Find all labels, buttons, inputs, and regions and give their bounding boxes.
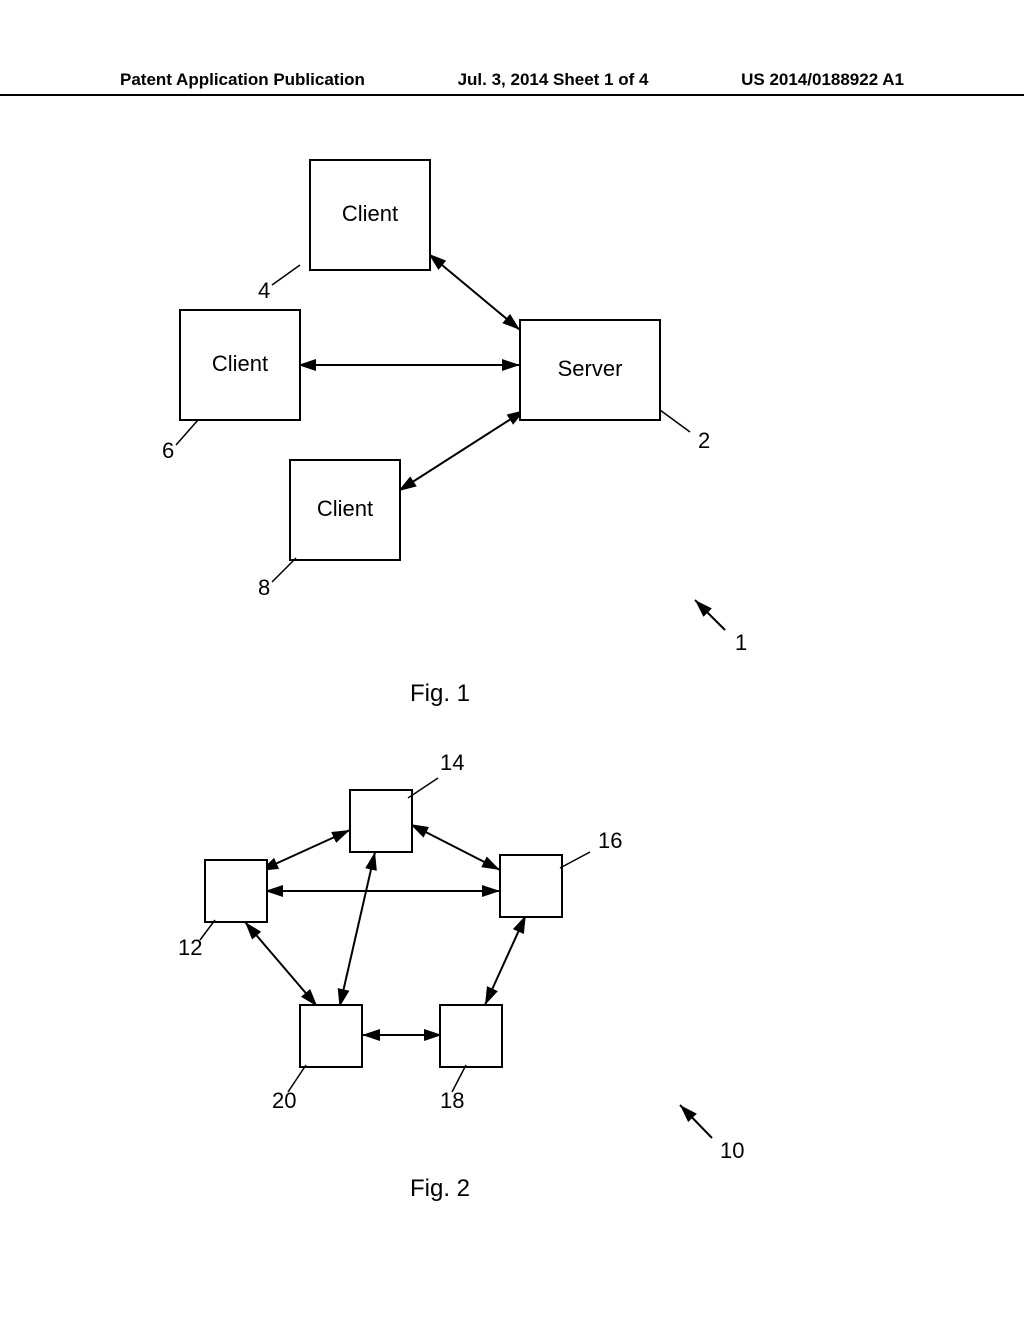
fig2-node-n16 xyxy=(500,855,562,917)
fig2-edge-5 xyxy=(245,922,316,1005)
fig1-node-label-client_bot: Client xyxy=(317,496,373,521)
fig1-lead-client_bot xyxy=(272,558,296,582)
fig2-edge-6 xyxy=(340,852,375,1005)
fig2-lead-n16 xyxy=(560,852,590,868)
fig2-ref-n12: 12 xyxy=(178,935,202,960)
fig1-edge xyxy=(430,255,520,330)
fig1-ref-client_bot: 8 xyxy=(258,575,270,600)
fig2-node-n14 xyxy=(350,790,412,852)
fig2-ref-n18: 18 xyxy=(440,1088,464,1113)
fig2-node-n20 xyxy=(300,1005,362,1067)
fig2-lead-n14 xyxy=(408,778,438,798)
fig1-node-label-client_mid: Client xyxy=(212,351,268,376)
fig2-node-n12 xyxy=(205,860,267,922)
fig1-lead-client_mid xyxy=(176,420,198,445)
page: Patent Application Publication Jul. 3, 2… xyxy=(0,0,1024,1320)
fig1-lead-server xyxy=(660,410,690,432)
fig2-edge-3 xyxy=(485,917,525,1005)
fig1-global-lead xyxy=(695,600,725,630)
fig2-ref-n16: 16 xyxy=(598,828,622,853)
figure-2-caption: Fig. 2 xyxy=(410,1175,470,1203)
fig1-lead-client_top xyxy=(272,265,300,285)
fig2-node-n18 xyxy=(440,1005,502,1067)
fig1-edge xyxy=(400,410,525,490)
fig2-edge-1 xyxy=(412,825,500,870)
fig1-node-label-client_top: Client xyxy=(342,201,398,226)
fig2-edge-0 xyxy=(262,830,350,870)
fig1-ref-server: 2 xyxy=(698,428,710,453)
fig2-global-lead xyxy=(680,1105,712,1138)
figure-1-svg: Client 4 Client 6 Client 8 Server 2 1 12 14 16 18 20… xyxy=(0,0,1024,1320)
fig2-ref-n20: 20 xyxy=(272,1088,296,1113)
fig2-ref-n14: 14 xyxy=(440,750,464,775)
fig1-node-label-server: Server xyxy=(558,356,623,381)
fig1-ref-client_mid: 6 xyxy=(162,438,174,463)
figure-1-caption: Fig. 1 xyxy=(410,680,470,708)
fig1-ref-client_top: 4 xyxy=(258,278,270,303)
fig2-global-ref: 10 xyxy=(720,1138,744,1163)
fig1-global-ref: 1 xyxy=(735,630,747,655)
